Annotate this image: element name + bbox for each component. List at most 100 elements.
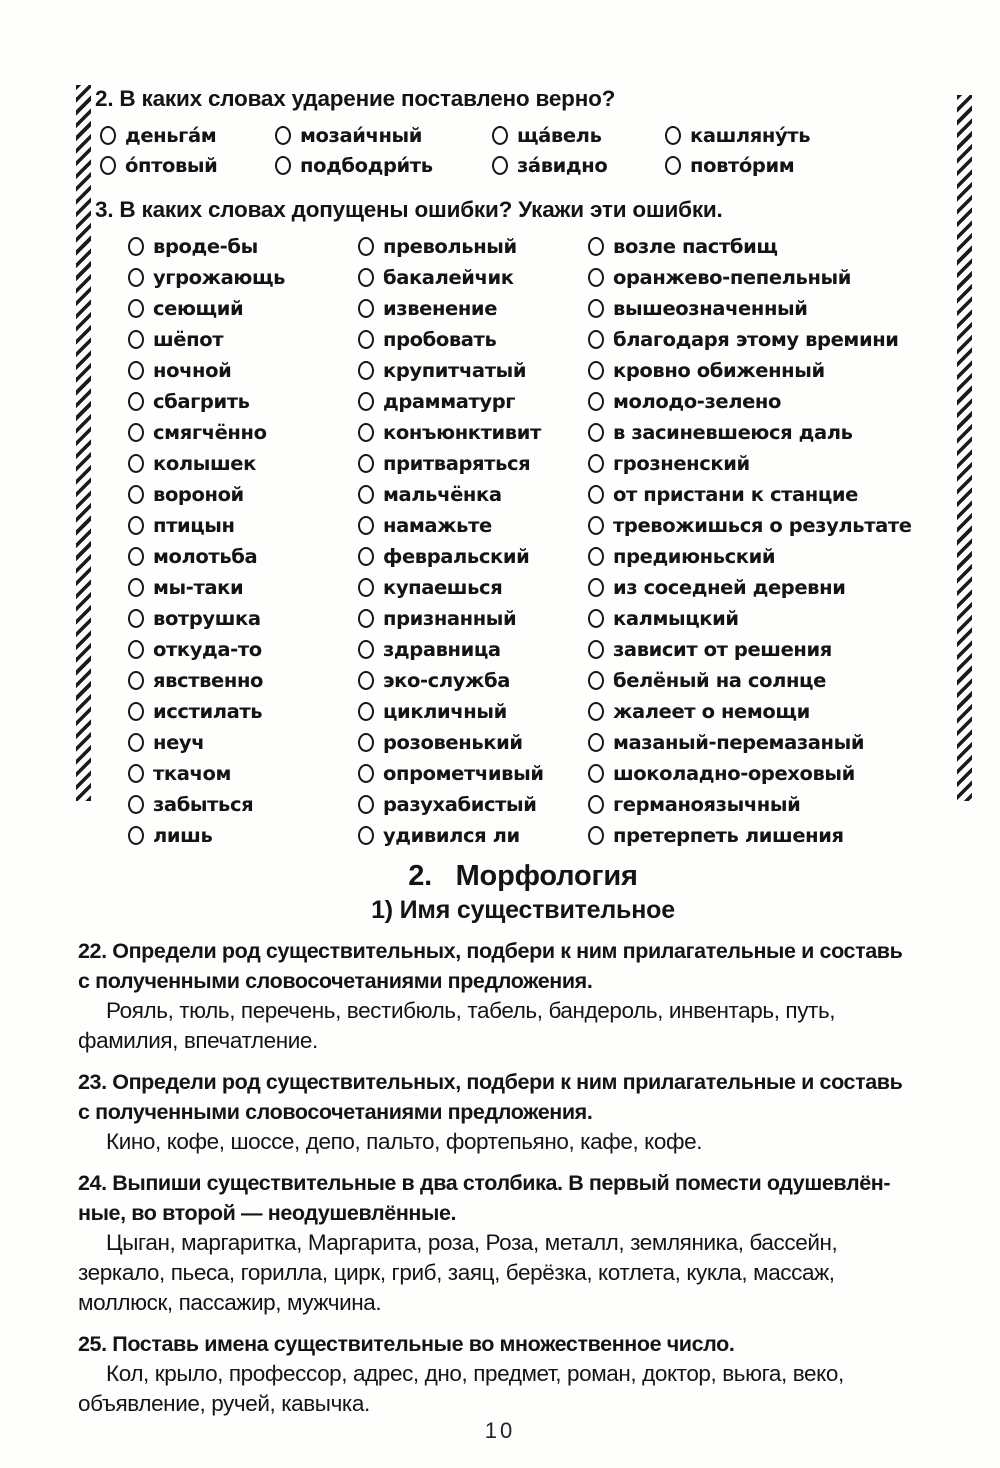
radio-circle-icon[interactable] xyxy=(128,392,144,411)
answer-option[interactable]: здравница xyxy=(358,634,588,665)
answer-option[interactable]: грозненский xyxy=(588,448,967,479)
answer-option[interactable]: предиюньский xyxy=(588,541,967,572)
radio-circle-icon[interactable] xyxy=(128,702,144,721)
answer-option[interactable]: удивился ли xyxy=(358,820,588,851)
answer-option[interactable]: колышек xyxy=(128,448,358,479)
radio-circle-icon[interactable] xyxy=(588,671,604,690)
answer-option[interactable]: цикличный xyxy=(358,696,588,727)
radio-circle-icon[interactable] xyxy=(128,640,144,659)
answer-option[interactable]: неуч xyxy=(128,727,358,758)
answer-option[interactable]: сеющий xyxy=(128,293,358,324)
radio-circle-icon[interactable] xyxy=(588,299,604,318)
radio-circle-icon[interactable] xyxy=(128,547,144,566)
answer-option[interactable]: вышеозначенный xyxy=(588,293,967,324)
radio-circle-icon[interactable] xyxy=(128,578,144,597)
radio-circle-icon[interactable] xyxy=(588,640,604,659)
radio-circle-icon[interactable] xyxy=(358,330,374,349)
radio-circle-icon[interactable] xyxy=(588,733,604,752)
answer-option[interactable]: разухабистый xyxy=(358,789,588,820)
answer-option[interactable]: оранжево-пепельный xyxy=(588,262,967,293)
radio-circle-icon[interactable] xyxy=(358,454,374,473)
radio-circle-icon[interactable] xyxy=(275,125,291,145)
radio-circle-icon[interactable] xyxy=(588,485,604,504)
answer-option[interactable]: явственно xyxy=(128,665,358,696)
radio-circle-icon[interactable] xyxy=(128,454,144,473)
radio-circle-icon[interactable] xyxy=(128,609,144,628)
answer-option[interactable]: кашляну́ть xyxy=(665,120,967,150)
radio-circle-icon[interactable] xyxy=(128,237,144,256)
radio-circle-icon[interactable] xyxy=(665,155,681,175)
answer-option[interactable]: забыться xyxy=(128,789,358,820)
radio-circle-icon[interactable] xyxy=(358,392,374,411)
radio-circle-icon[interactable] xyxy=(128,268,144,287)
radio-circle-icon[interactable] xyxy=(128,764,144,783)
answer-option[interactable]: опрометчивый xyxy=(358,758,588,789)
radio-circle-icon[interactable] xyxy=(358,702,374,721)
answer-option[interactable]: белёный на солнце xyxy=(588,665,967,696)
answer-option[interactable]: шёпот xyxy=(128,324,358,355)
answer-option[interactable]: от пристани к станцие xyxy=(588,479,967,510)
answer-option[interactable]: благодаря этому времини xyxy=(588,324,967,355)
answer-option[interactable]: претерпеть лишения xyxy=(588,820,967,851)
radio-circle-icon[interactable] xyxy=(665,125,681,145)
answer-option[interactable]: подбодри́ть xyxy=(275,150,492,180)
radio-circle-icon[interactable] xyxy=(358,268,374,287)
answer-option[interactable]: тревожишься о результате xyxy=(588,510,967,541)
answer-option[interactable]: конъюнктивит xyxy=(358,417,588,448)
radio-circle-icon[interactable] xyxy=(588,764,604,783)
answer-option[interactable]: притваряться xyxy=(358,448,588,479)
radio-circle-icon[interactable] xyxy=(588,516,604,535)
radio-circle-icon[interactable] xyxy=(128,299,144,318)
answer-option[interactable]: жалеет о немощи xyxy=(588,696,967,727)
answer-option[interactable]: превольный xyxy=(358,231,588,262)
radio-circle-icon[interactable] xyxy=(100,155,116,175)
radio-circle-icon[interactable] xyxy=(128,733,144,752)
answer-option[interactable]: ткачом xyxy=(128,758,358,789)
answer-option[interactable]: исстилать xyxy=(128,696,358,727)
answer-option[interactable]: повто́рим xyxy=(665,150,967,180)
radio-circle-icon[interactable] xyxy=(128,423,144,442)
answer-option[interactable]: купаешься xyxy=(358,572,588,603)
answer-option[interactable]: кровно обиженный xyxy=(588,355,967,386)
answer-option[interactable]: деньга́м xyxy=(100,120,275,150)
radio-circle-icon[interactable] xyxy=(588,702,604,721)
answer-option[interactable]: признанный xyxy=(358,603,588,634)
answer-option[interactable]: мазаный-перемазаный xyxy=(588,727,967,758)
answer-option[interactable]: драмматург xyxy=(358,386,588,417)
radio-circle-icon[interactable] xyxy=(358,578,374,597)
radio-circle-icon[interactable] xyxy=(358,423,374,442)
radio-circle-icon[interactable] xyxy=(358,547,374,566)
radio-circle-icon[interactable] xyxy=(358,299,374,318)
radio-circle-icon[interactable] xyxy=(358,361,374,380)
answer-option[interactable]: за́видно xyxy=(492,150,665,180)
answer-option[interactable]: ночной xyxy=(128,355,358,386)
radio-circle-icon[interactable] xyxy=(492,155,508,175)
radio-circle-icon[interactable] xyxy=(588,826,604,845)
answer-option[interactable]: откуда-то xyxy=(128,634,358,665)
radio-circle-icon[interactable] xyxy=(358,733,374,752)
answer-option[interactable]: извенение xyxy=(358,293,588,324)
radio-circle-icon[interactable] xyxy=(588,454,604,473)
radio-circle-icon[interactable] xyxy=(358,671,374,690)
answer-option[interactable]: птицын xyxy=(128,510,358,541)
answer-option[interactable]: вороной xyxy=(128,479,358,510)
radio-circle-icon[interactable] xyxy=(128,361,144,380)
radio-circle-icon[interactable] xyxy=(358,485,374,504)
answer-option[interactable]: мы-таки xyxy=(128,572,358,603)
radio-circle-icon[interactable] xyxy=(588,392,604,411)
answer-option[interactable]: о́птовый xyxy=(100,150,275,180)
answer-option[interactable]: мозаи́чный xyxy=(275,120,492,150)
answer-option[interactable]: молотьба xyxy=(128,541,358,572)
radio-circle-icon[interactable] xyxy=(358,516,374,535)
radio-circle-icon[interactable] xyxy=(588,547,604,566)
radio-circle-icon[interactable] xyxy=(358,795,374,814)
radio-circle-icon[interactable] xyxy=(588,423,604,442)
answer-option[interactable]: вотрушка xyxy=(128,603,358,634)
radio-circle-icon[interactable] xyxy=(100,125,116,145)
answer-option[interactable]: шоколадно-ореховый xyxy=(588,758,967,789)
answer-option[interactable]: молодо-зелено xyxy=(588,386,967,417)
answer-option[interactable]: возле пастбищ xyxy=(588,231,967,262)
radio-circle-icon[interactable] xyxy=(588,795,604,814)
radio-circle-icon[interactable] xyxy=(128,671,144,690)
answer-option[interactable]: лишь xyxy=(128,820,358,851)
